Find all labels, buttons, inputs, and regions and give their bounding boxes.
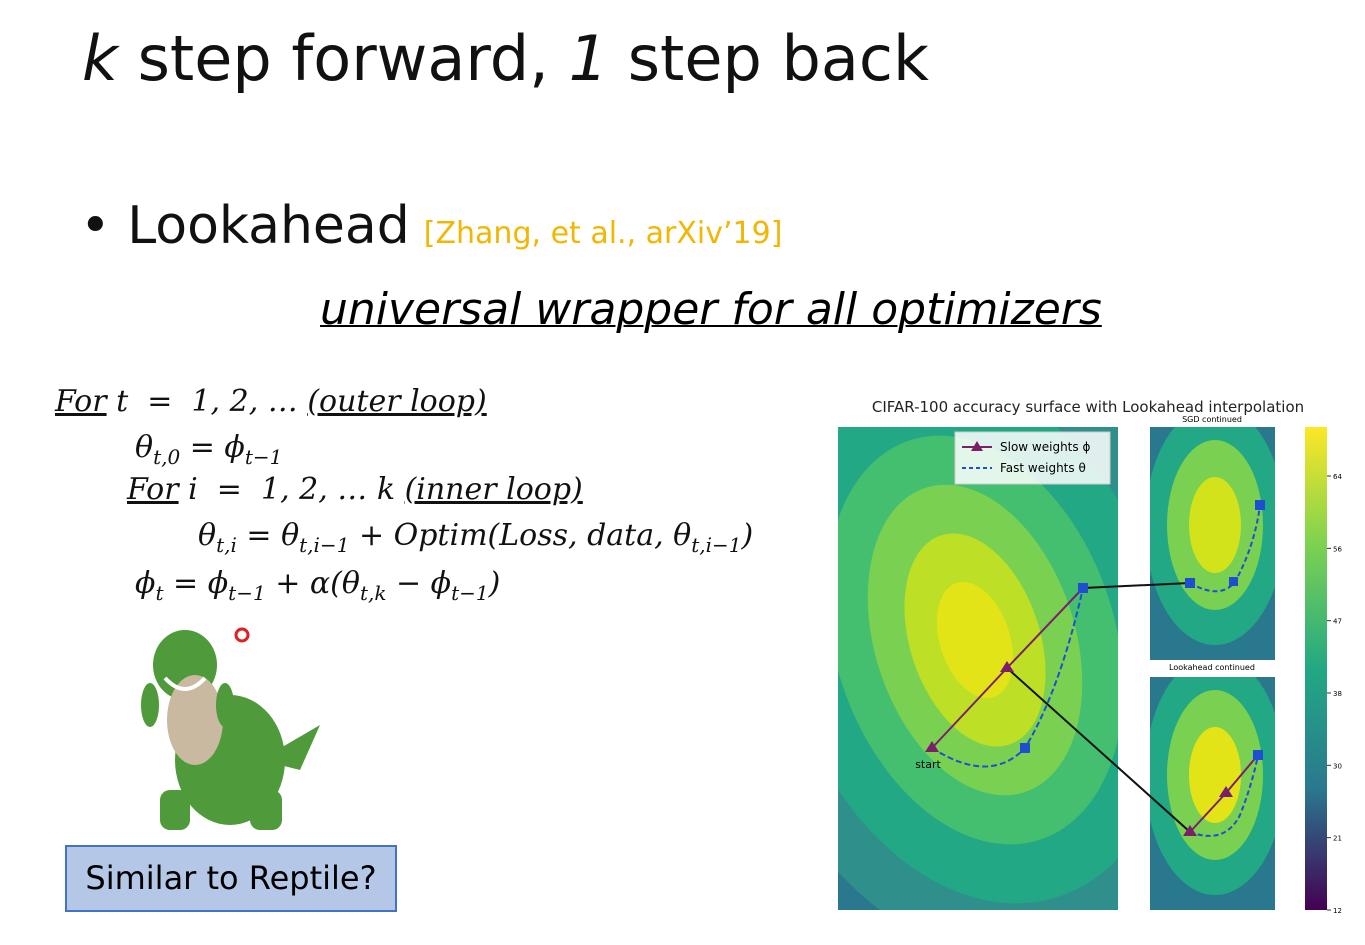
subscript: t,i−1: [691, 533, 742, 557]
subscript: t,k: [359, 581, 387, 605]
subscript: t,0: [153, 445, 181, 469]
expr: − ϕ: [386, 566, 452, 601]
subscript: t: [155, 581, 164, 605]
note: (outer loop): [307, 384, 487, 419]
algo-line: θt,i = θt,i−1 + Optim(Loss, data, θt,i−1…: [198, 518, 753, 557]
expr: + Optim(Loss, data, θ: [349, 518, 692, 553]
subscript: t,i−1: [299, 533, 350, 557]
legend: Slow weights ϕ Fast weights θ: [954, 431, 1111, 485]
subscript: t−1: [451, 581, 489, 605]
keyword: For: [55, 384, 107, 419]
figure-title: CIFAR-100 accuracy surface with Lookahea…: [872, 398, 1304, 416]
bullet-text: Lookahead: [127, 196, 410, 256]
title-text: step back: [608, 22, 929, 95]
expr: = ϕ: [180, 430, 245, 465]
dinosaur: [141, 630, 320, 830]
algo-line: θt,0 = ϕt−1: [135, 430, 282, 469]
pointer: [234, 627, 250, 643]
algo-line: ϕt = ϕt−1 + α(θt,k − ϕt−1): [135, 566, 500, 605]
expr: i = 1, 2, … k: [178, 472, 405, 507]
lookahead-plot: [1150, 677, 1275, 910]
subscript: t−1: [228, 581, 266, 605]
expr: θ: [198, 518, 217, 553]
expr: = ϕ: [163, 566, 229, 601]
expr: t = 1, 2, …: [106, 384, 308, 419]
colorbar: [1305, 427, 1327, 910]
panel-title: Lookahead continued: [1169, 663, 1255, 672]
algo-line: For i = 1, 2, … k (inner loop): [127, 472, 583, 507]
colorbar-label: 64: [1333, 473, 1342, 481]
expr: + α(θ: [265, 566, 360, 601]
expr: = θ: [236, 518, 300, 553]
panel-title: SGD continued: [1182, 415, 1242, 424]
citation: [Zhang, et al., arXiv’19]: [423, 216, 783, 251]
keyword: For: [127, 472, 179, 507]
colorbar-label: 12: [1333, 907, 1342, 915]
title-one: 1: [568, 22, 609, 95]
legend-label: Slow weights ϕ: [1000, 440, 1090, 454]
trajectories: [925, 500, 1265, 837]
colorbar-label: 38: [1333, 690, 1342, 698]
legend-label: Fast weights θ: [1000, 461, 1086, 475]
start-label: start: [915, 758, 941, 771]
subtitle: universal wrapper for all optimizers: [320, 284, 1102, 335]
colorbar-label: 30: [1333, 762, 1342, 770]
sgd-plot: [1150, 427, 1275, 660]
title-k: k: [82, 22, 118, 95]
colorbar-label: 21: [1333, 835, 1342, 843]
note: (inner loop): [404, 472, 583, 507]
title-text: step forward,: [117, 22, 569, 95]
expr: ): [741, 518, 754, 553]
colorbar-label: 56: [1333, 545, 1342, 553]
algo-line: For t = 1, 2, … (outer loop): [55, 384, 487, 419]
subscript: t−1: [244, 445, 283, 469]
subscript: t,i: [216, 533, 237, 557]
slide-title: k step forward, 1 step back: [82, 22, 929, 95]
expr: ): [488, 566, 501, 601]
colorbar-label: 47: [1333, 618, 1342, 626]
expr: ϕ: [135, 566, 156, 601]
callout-box: Similar to Reptile?: [65, 845, 397, 912]
bullet: • Lookahead [Zhang, et al., arXiv’19]: [80, 196, 783, 256]
expr: θ: [135, 430, 154, 465]
main-plot: [838, 427, 1118, 910]
